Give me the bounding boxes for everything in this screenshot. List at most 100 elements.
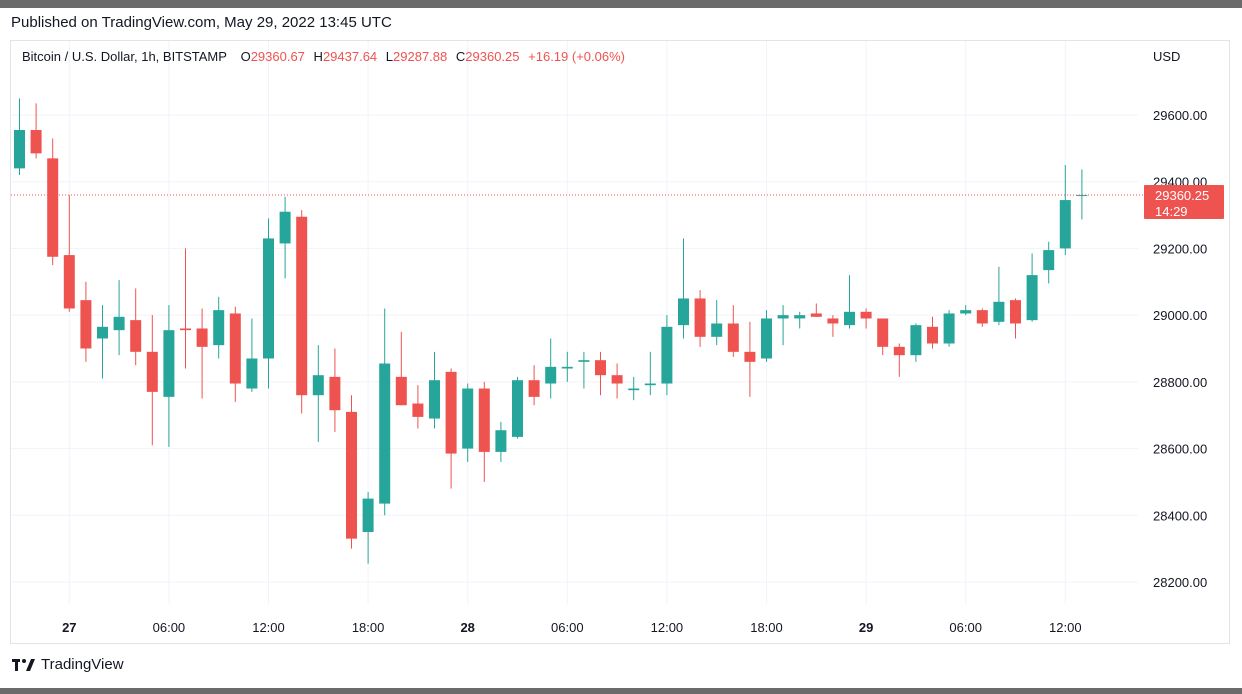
- time-tick-label: 18:00: [352, 620, 385, 635]
- price-tick-label: 29600.00: [1153, 108, 1207, 123]
- candle: [495, 421, 507, 462]
- candle-body: [180, 328, 191, 331]
- candle-body: [1043, 250, 1055, 271]
- candle-body: [644, 383, 656, 386]
- candle: [80, 281, 92, 362]
- price-tick-label: 28200.00: [1153, 575, 1207, 590]
- last-price-tag-value: 29360.25: [1155, 188, 1209, 203]
- candle: [1010, 298, 1021, 339]
- candle-body: [346, 411, 357, 539]
- tradingview-logo[interactable]: TradingView: [12, 656, 124, 673]
- open-value: 29360.67: [250, 49, 305, 64]
- candle: [329, 348, 341, 432]
- candle: [180, 248, 191, 369]
- candle-body: [1026, 275, 1038, 321]
- candle: [810, 303, 822, 317]
- candle: [561, 351, 573, 382]
- change-value: +16.19 (+0.06%): [528, 49, 625, 64]
- candle-body: [910, 325, 922, 356]
- candle-body: [97, 326, 108, 339]
- candle: [429, 351, 440, 429]
- candle-body: [63, 255, 75, 309]
- symbol-label[interactable]: Bitcoin / U.S. Dollar, 1h, BITSTAMP: [22, 49, 227, 64]
- candle: [362, 491, 374, 564]
- candle: [993, 266, 1005, 326]
- candle-body: [1076, 195, 1088, 197]
- candle: [1059, 165, 1071, 256]
- close-value: 29360.25: [465, 49, 520, 64]
- candle: [860, 308, 872, 329]
- candle: [296, 210, 308, 414]
- candle-body: [893, 346, 905, 356]
- candle: [744, 321, 756, 397]
- candle: [694, 290, 706, 347]
- candle: [445, 368, 457, 489]
- candle: [678, 238, 689, 339]
- candle-body: [246, 358, 258, 389]
- last-price-tag-bg: [1144, 184, 1224, 219]
- candle-body: [14, 130, 25, 169]
- candle-body: [678, 298, 689, 326]
- price-tick-label: 29000.00: [1153, 308, 1207, 323]
- candle-body: [512, 380, 523, 437]
- price-tick-label: 29200.00: [1153, 241, 1207, 256]
- symbol-header: Bitcoin / U.S. Dollar, 1h, BITSTAMP O293…: [22, 48, 630, 66]
- candle: [761, 310, 772, 362]
- candle-body: [478, 388, 490, 452]
- top-border-strip: [0, 0, 1242, 8]
- bottom-border-strip: [0, 688, 1242, 694]
- candle-body: [495, 430, 507, 452]
- candle: [578, 351, 590, 389]
- candle-body: [1059, 200, 1071, 249]
- candle-body: [877, 318, 889, 347]
- candle: [263, 218, 274, 389]
- candle: [97, 305, 108, 379]
- candle: [412, 385, 424, 429]
- candle-body: [694, 298, 706, 337]
- candle-body: [960, 310, 972, 314]
- candle-body: [379, 363, 391, 504]
- candle-body: [47, 158, 59, 257]
- candle-body: [595, 360, 606, 376]
- currency-label: USD: [1153, 49, 1180, 64]
- candle-body: [229, 313, 241, 384]
- candle-body: [462, 388, 474, 449]
- candle-body: [279, 211, 291, 244]
- candle-body: [146, 351, 158, 392]
- candle-body: [1010, 300, 1021, 324]
- candle-body: [827, 318, 839, 324]
- candle: [893, 343, 905, 377]
- candle-body: [943, 313, 955, 344]
- chart-frame: [10, 40, 1230, 644]
- last-price-countdown: 14:29: [1155, 204, 1188, 219]
- time-tick-label: 12:00: [1049, 620, 1082, 635]
- time-tick-label: 06:00: [551, 620, 584, 635]
- candle: [478, 381, 490, 482]
- time-tick-label: 27: [62, 620, 76, 635]
- price-tick-label: 28400.00: [1153, 508, 1207, 523]
- candle-body: [794, 315, 806, 319]
- candle-body: [130, 320, 142, 352]
- candle-body: [711, 323, 723, 337]
- candle: [644, 351, 656, 396]
- candle-body: [312, 375, 324, 396]
- candle-body: [329, 376, 341, 411]
- time-tick-label: 06:00: [153, 620, 186, 635]
- candle-body: [744, 351, 756, 362]
- candle: [611, 363, 623, 399]
- candle: [196, 308, 208, 399]
- candle-body: [777, 315, 789, 319]
- candle-body: [727, 323, 739, 352]
- open-label: O: [240, 49, 251, 64]
- low-value: 29287.88: [393, 49, 448, 64]
- candles-group: [14, 98, 1088, 564]
- time-tick-label: 18:00: [750, 620, 783, 635]
- candle: [844, 275, 855, 329]
- published-caption: Published on TradingView.com, May 29, 20…: [11, 12, 398, 34]
- candle: [113, 280, 125, 356]
- candle: [379, 308, 391, 516]
- candle: [545, 338, 557, 399]
- candle: [512, 376, 523, 439]
